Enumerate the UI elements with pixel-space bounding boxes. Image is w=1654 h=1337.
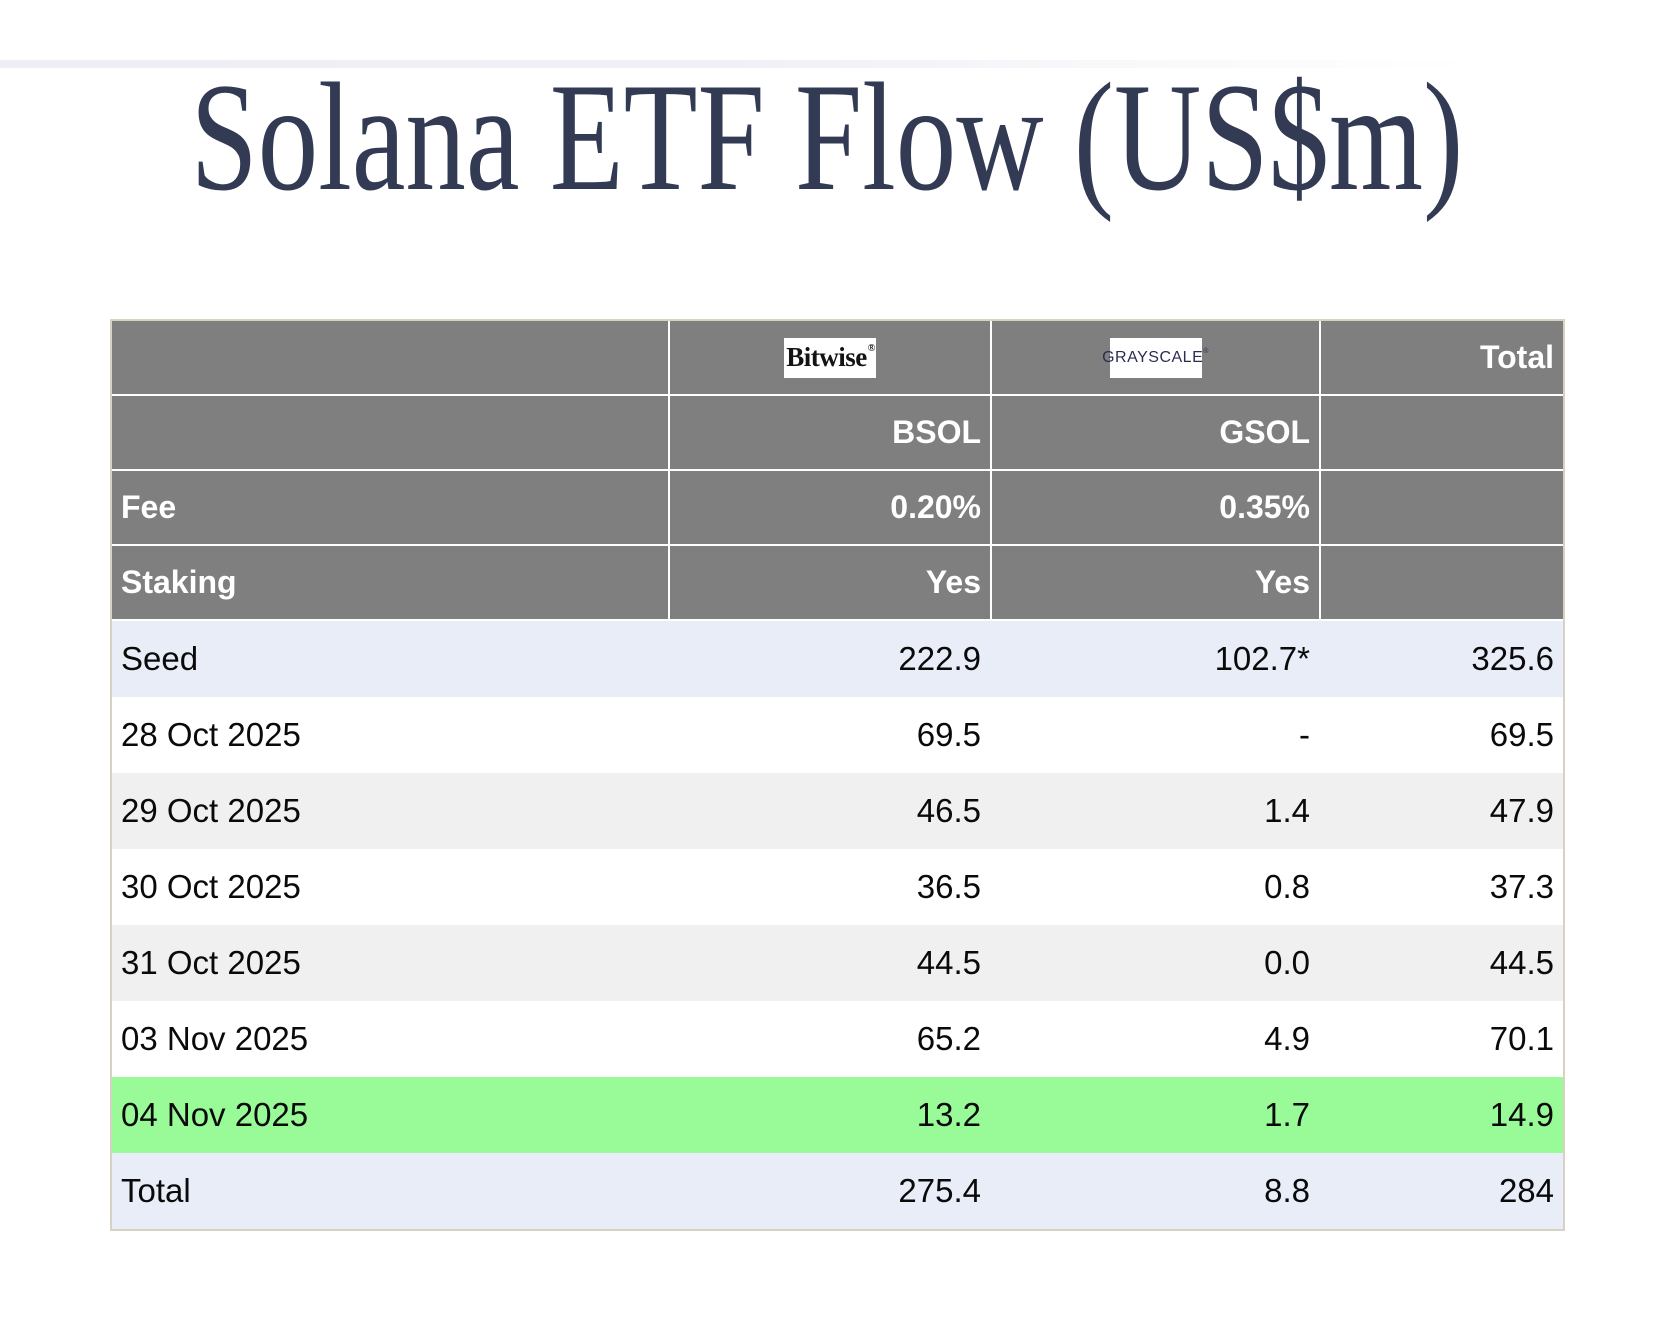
corner-blank-cell (112, 321, 668, 396)
table-row-29-oct: 29 Oct 2025 46.5 1.4 47.9 (112, 773, 1563, 849)
grayscale-logo-text: GRAYSCALE (1102, 348, 1204, 366)
row-label-cell: 30 Oct 2025 (121, 868, 301, 905)
bsol-value-cell: 222.9 (668, 621, 990, 697)
gsol-value-cell: 8.8 (990, 1153, 1319, 1229)
total-value-cell: 69.5 (1489, 716, 1554, 753)
fee-label: Fee (112, 471, 668, 546)
bitwise-logo-cell: Bitwise ® (668, 321, 990, 396)
issuer-logo-row: Bitwise ® GRAYSCALE ® Total (112, 321, 1563, 396)
bsol-value-cell: 65.2 (916, 1020, 981, 1057)
bsol-value-cell: 36.5 (916, 868, 981, 905)
blank-cell (1319, 546, 1563, 621)
row-label-cell: 04 Nov 2025 (112, 1077, 668, 1153)
row-label-cell: 29 Oct 2025 (112, 773, 668, 849)
page-title-text: Solana ETF Flow (US$m) (190, 51, 1464, 223)
row-label-cell: Seed (112, 621, 668, 697)
bsol-value-cell: 46.5 (668, 773, 990, 849)
etf-flow-table-grid: Bitwise ® GRAYSCALE ® Total BSOL GSOL Fee … (110, 319, 1565, 1231)
staking-bsol-value: Yes (668, 546, 990, 621)
bsol-value-cell: 44.5 (668, 925, 990, 1001)
fee-bsol-value: 0.20% (668, 471, 990, 546)
ticker-row: BSOL GSOL (112, 396, 1563, 471)
etf-flow-table: Bitwise ® GRAYSCALE ® Total BSOL GSOL Fee … (110, 319, 1654, 1231)
total-value-cell: 44.5 (1319, 925, 1563, 1001)
table-row-31-oct: 31 Oct 2025 44.5 0.0 44.5 (112, 925, 1563, 1001)
total-value-cell: 325.6 (1319, 621, 1563, 697)
gsol-value-cell: 1.4 (990, 773, 1319, 849)
gsol-value-cell: 0.0 (990, 925, 1319, 1001)
row-label-cell: 31 Oct 2025 (112, 925, 668, 1001)
grayscale-registered-mark: ® (1203, 348, 1209, 356)
table-row-total: Total 275.4 8.8 284 (112, 1153, 1563, 1229)
total-value-cell: 14.9 (1319, 1077, 1563, 1153)
total-column-header: Total (1319, 321, 1563, 396)
table-row-seed: Seed 222.9 102.7* 325.6 (112, 621, 1563, 697)
bsol-value-cell: 275.4 (668, 1153, 990, 1229)
bsol-value-cell: 69.5 (916, 716, 981, 753)
bitwise-registered-mark: ® (867, 343, 875, 355)
table-row-28-oct: 28 Oct 2025 69.5 - 69.5 (112, 697, 1563, 773)
page-title: Solana ETF Flow (US$m) (0, 60, 1654, 215)
gsol-value-cell: 4.9 (1264, 1020, 1310, 1057)
gsol-value-cell: - (1299, 716, 1310, 753)
table-row-30-oct: 30 Oct 2025 36.5 0.8 37.3 (112, 849, 1563, 925)
bitwise-logo-text: Bitwise (786, 342, 867, 373)
total-value-cell: 37.3 (1489, 868, 1554, 905)
fee-gsol-value: 0.35% (990, 471, 1319, 546)
blank-cell (1319, 471, 1563, 546)
staking-gsol-value: Yes (990, 546, 1319, 621)
bsol-value-cell: 13.2 (668, 1077, 990, 1153)
table-row-03-nov: 03 Nov 2025 65.2 4.9 70.1 (112, 1001, 1563, 1077)
screen-edge-artifact (0, 60, 1480, 68)
bsol-ticker: BSOL (668, 396, 990, 471)
total-value-cell: 70.1 (1489, 1020, 1554, 1057)
total-value-cell: 47.9 (1319, 773, 1563, 849)
blank-cell (1319, 396, 1563, 471)
total-value-cell: 284 (1319, 1153, 1563, 1229)
bitwise-logo: Bitwise ® (784, 337, 876, 378)
gsol-ticker: GSOL (990, 396, 1319, 471)
row-label-cell: 03 Nov 2025 (121, 1020, 309, 1057)
gsol-value-cell: 102.7* (990, 621, 1319, 697)
grayscale-logo: GRAYSCALE ® (1102, 337, 1208, 378)
grayscale-logo-cell: GRAYSCALE ® (990, 321, 1319, 396)
gsol-value-cell: 1.7 (990, 1077, 1319, 1153)
row-label-cell: Total (112, 1153, 668, 1229)
gsol-value-cell: 0.8 (1264, 868, 1310, 905)
staking-row: Staking Yes Yes (112, 546, 1563, 621)
row-label-cell: 28 Oct 2025 (121, 716, 301, 753)
blank-cell (112, 396, 668, 471)
table-row-04-nov-highlighted: 04 Nov 2025 13.2 1.7 14.9 (112, 1077, 1563, 1153)
fee-row: Fee 0.20% 0.35% (112, 471, 1563, 546)
staking-label: Staking (112, 546, 668, 621)
